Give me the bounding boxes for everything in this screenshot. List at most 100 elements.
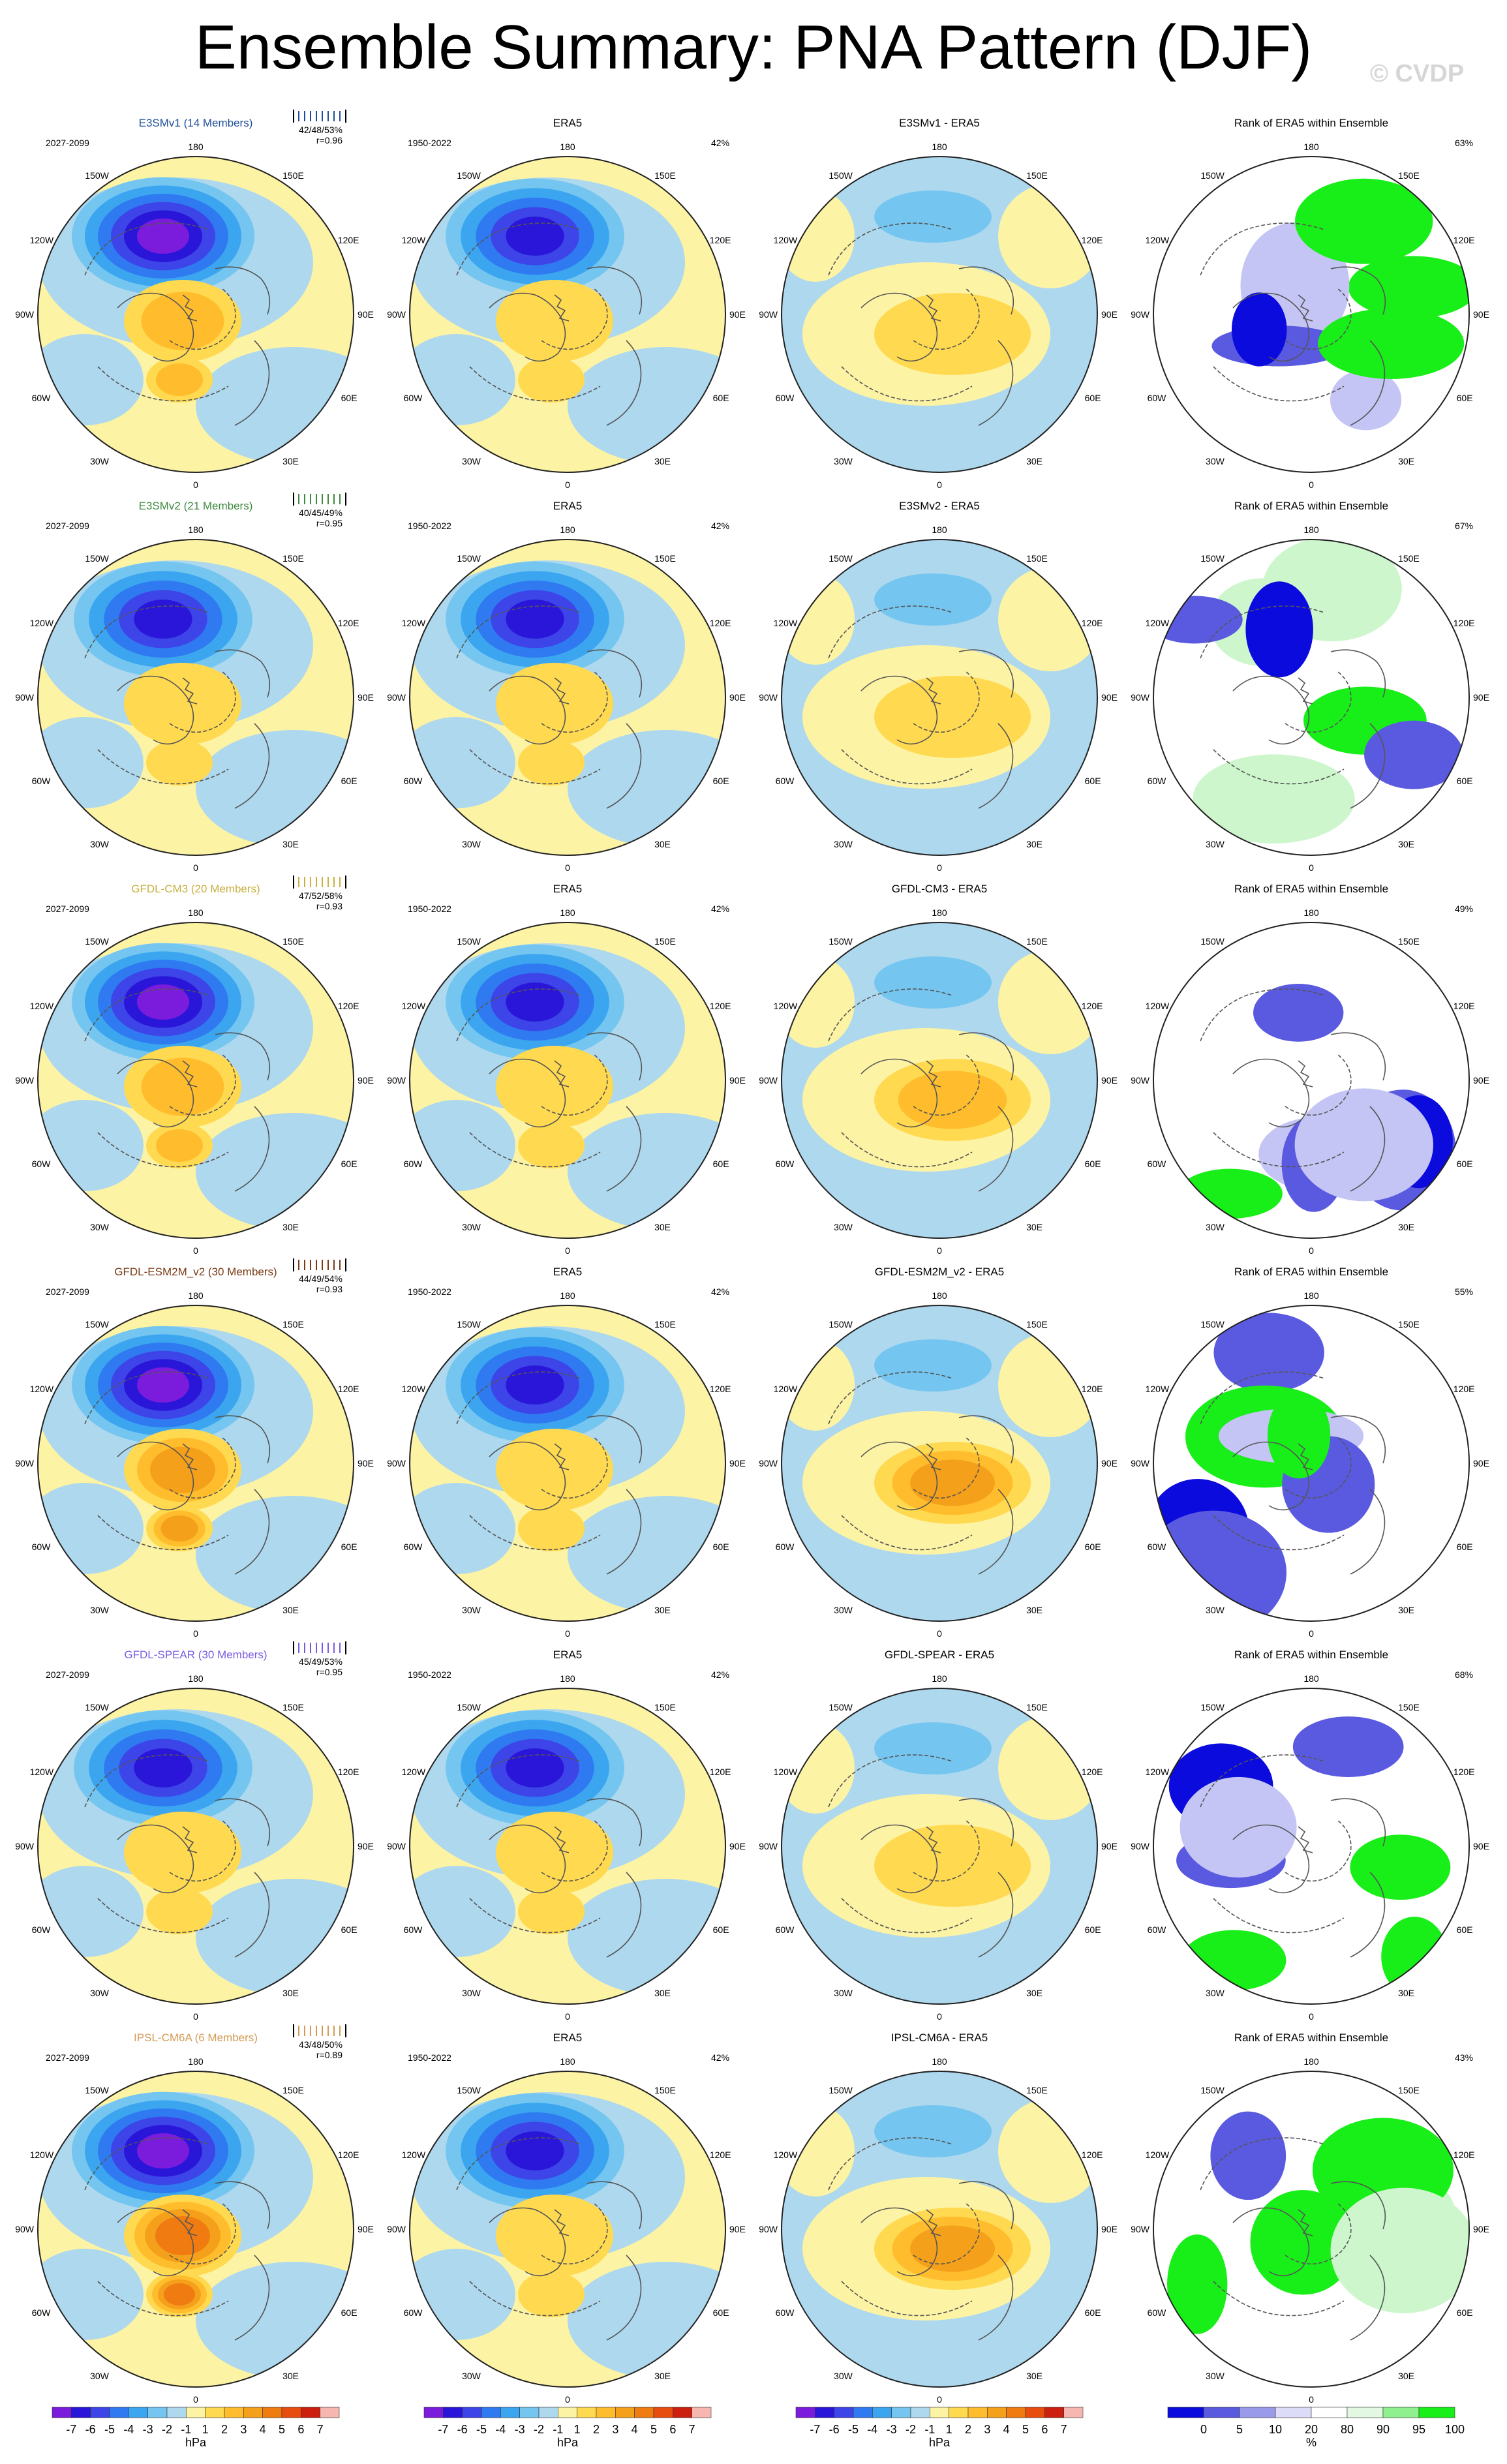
coastline [958, 2181, 1014, 2230]
lon-label-60w: 60W [1148, 393, 1167, 403]
coastline [606, 1106, 642, 1192]
model-label: E3SMv2 (21 Members) [139, 500, 253, 512]
coastline [841, 1132, 973, 1168]
coastline [913, 288, 980, 350]
low-contour [506, 600, 564, 639]
map-grid-labels: 180 0 90W 90E 150W 120W 150E 120E 30W 60W 30E 60E [387, 2056, 746, 2405]
high-contour [496, 1046, 613, 1128]
model-pct-range: 43/48/50% [299, 2039, 342, 2050]
lon-label-60e: 60E [1457, 1924, 1473, 1935]
lon-label-60e: 60E [713, 393, 729, 403]
obs-period: 1950-2022 [408, 1286, 451, 1297]
lon-label-150w: 150W [829, 2085, 853, 2095]
coastline [828, 222, 953, 276]
coastline [1298, 1060, 1313, 1088]
colorbar-tick-label: 100 [1445, 2423, 1465, 2436]
coastline [215, 266, 271, 315]
lon-label-120e: 120E [1082, 235, 1103, 245]
rank-pct: 67% [1455, 521, 1473, 531]
coastline [913, 671, 980, 733]
coastline [117, 1824, 194, 1894]
map-grid-labels: 180 0 90W 90E 150W 120W 150E 120E 30W 60W 30E 60E [1131, 2056, 1489, 2405]
colorbar-swatch [1203, 2407, 1240, 2418]
lon-label-90w: 90W [15, 309, 35, 320]
high-contour [141, 292, 224, 350]
obs-pct: 42% [711, 521, 729, 531]
low-band [568, 1496, 725, 1613]
coastline [215, 1032, 271, 1081]
lon-label-30e: 30E [282, 456, 299, 466]
lon-label-150w: 150W [457, 1702, 481, 1712]
member-ticks [293, 110, 346, 123]
lon-label-90w: 90W [1131, 692, 1150, 703]
coastline [926, 2209, 941, 2236]
high-contour [160, 1515, 198, 1542]
lon-label-90e: 90E [1473, 1075, 1489, 1086]
lon-label-60e: 60E [713, 1542, 729, 1552]
lon-label-90e: 90E [1101, 1075, 1118, 1086]
map-grid-labels: 180 0 90W 90E 150W 120W 150E 120E 30W 60W 30E 60E [15, 142, 374, 490]
coastline [1298, 1443, 1313, 1470]
low-contour [134, 1748, 192, 1787]
colorbar-tick-label: -6 [457, 2423, 468, 2436]
coastline [234, 2255, 270, 2341]
colorbar-swatch [147, 2407, 168, 2418]
diff-title: GFDL-SPEAR - ERA5 [885, 1649, 994, 1661]
obs-period: 1950-2022 [408, 2052, 451, 2063]
low-contour [137, 2133, 189, 2168]
colorbar-swatch [301, 2407, 320, 2418]
lon-label-30w: 30W [462, 1222, 481, 1232]
rank-map [1153, 922, 1469, 1238]
coastline [828, 988, 953, 1042]
obs-title: ERA5 [553, 117, 582, 129]
colorbar-unit: hPa [929, 2436, 951, 2449]
lon-label-120e: 120E [710, 235, 731, 245]
coastline [97, 366, 229, 402]
rank-title: Rank of ERA5 within Ensemble [1234, 500, 1388, 512]
lon-label-30e: 30E [282, 839, 299, 849]
lon-label-30e: 30E [1026, 839, 1043, 849]
lon-label-90e: 90E [1473, 1458, 1489, 1468]
high-contour [146, 1889, 213, 1934]
coastline [469, 1515, 601, 1551]
coastline [1213, 2281, 1345, 2317]
lon-label-180: 180 [1303, 2056, 1319, 2067]
lon-label-0: 0 [565, 1628, 570, 1639]
diff-title: GFDL-CM3 - ERA5 [892, 883, 987, 895]
lon-label-30e: 30E [1398, 456, 1414, 466]
colorbar-swatch [987, 2407, 1007, 2418]
colorbar-swatch [1239, 2407, 1276, 2418]
rank-title: Rank of ERA5 within Ensemble [1234, 1649, 1388, 1661]
lon-label-120e: 120E [1082, 1001, 1103, 1011]
lon-label-60w: 60W [776, 1542, 795, 1552]
lon-label-60w: 60W [776, 776, 795, 786]
map-grid-labels: 180 0 90W 90E 150W 120W 150E 120E 30W 60W 30E 60E [1131, 1290, 1489, 1639]
coastline [84, 605, 209, 659]
lon-label-150w: 150W [457, 2085, 481, 2095]
lon-label-60e: 60E [1085, 2307, 1101, 2318]
map-border [37, 156, 354, 473]
coastline [1298, 294, 1313, 322]
coastline [926, 1443, 941, 1470]
high-contour [496, 280, 613, 362]
lon-label-150w: 150W [829, 553, 853, 564]
colorbar-swatch [443, 2407, 463, 2418]
lon-label-180: 180 [560, 525, 575, 535]
lon-label-120w: 120W [402, 1767, 426, 1777]
rank-region [1348, 256, 1469, 318]
colorbar-tick-label: -5 [104, 2423, 115, 2436]
low-band [410, 1100, 515, 1191]
map-border [37, 922, 354, 1239]
lon-label-180: 180 [932, 142, 947, 152]
coastline [169, 1819, 236, 1882]
lon-label-30w: 30W [834, 1605, 853, 1615]
lon-label-30e: 30E [1398, 1222, 1414, 1232]
high-contour [874, 676, 1031, 758]
map-grid-labels: 180 0 90W 90E 150W 120W 150E 120E 30W 60W 30E 60E [387, 525, 746, 873]
model-label: GFDL-ESM2M_v2 (30 Members) [114, 1266, 277, 1278]
lon-label-90e: 90E [1473, 692, 1489, 703]
high-contour [518, 1123, 585, 1168]
obs-pct: 42% [711, 904, 729, 914]
low-band [196, 730, 354, 847]
lon-label-30w: 30W [834, 456, 853, 466]
